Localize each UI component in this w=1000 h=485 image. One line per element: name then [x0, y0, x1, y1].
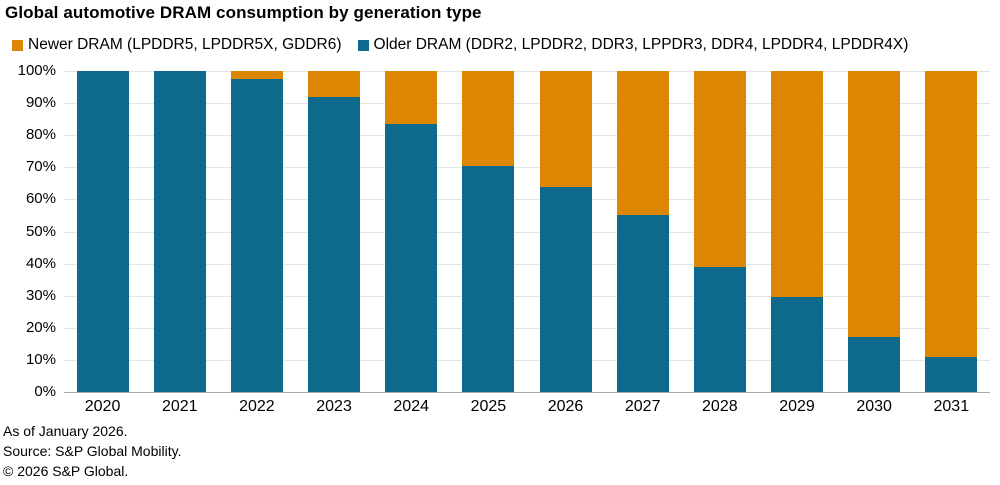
plot-wrap: 0% 10% 20% 30% 40% 50% 60% 70% 80% 90% 100%: [18, 62, 990, 400]
bar-segment-newer-dram: [925, 71, 978, 357]
bar-segment-older-dram: [462, 165, 515, 392]
legend-item-older-dram: Older DRAM (DDR2, LPDDR2, DDR3, LPPDR3, …: [357, 36, 909, 54]
bar-segment-older-dram: [848, 337, 901, 392]
bar-group-2020: [76, 71, 129, 392]
bar-segment-newer-dram: [230, 71, 283, 80]
footer-notes: As of January 2026. Source: S&P Global M…: [3, 421, 181, 481]
bar-segment-older-dram: [385, 123, 438, 392]
x-tick-label-2025: 2025: [470, 398, 507, 415]
gridline: [64, 327, 990, 329]
plot-area: 0% 10% 20% 30% 40% 50% 60% 70% 80% 90% 100%: [18, 62, 990, 400]
bar-segment-older-dram: [230, 79, 283, 392]
bar-group-2022: [230, 71, 283, 392]
bar-segment-newer-dram: [693, 71, 746, 267]
bar-segment-older-dram: [693, 266, 746, 392]
gridline: [64, 263, 990, 265]
x-tick-label-2031: 2031: [933, 398, 970, 415]
gridline: [64, 167, 990, 169]
bar-segment-newer-dram: [539, 71, 592, 187]
bar-segment-older-dram: [76, 71, 129, 392]
x-tick-label-2021: 2021: [161, 398, 198, 415]
legend-label-older-dram: Older DRAM (DDR2, LPDDR2, DDR3, LPPDR3, …: [373, 36, 909, 53]
bar-segment-older-dram: [925, 356, 978, 392]
gridline: [64, 135, 990, 137]
bar-segment-newer-dram: [308, 71, 361, 97]
y-tick-label: 80%: [25, 126, 56, 144]
y-tick-label: 40%: [25, 254, 56, 272]
gridline: [64, 295, 990, 297]
y-tick-label: 50%: [25, 222, 56, 240]
bar-group-2024: [385, 71, 438, 392]
x-tick-label-2027: 2027: [624, 398, 661, 415]
y-tick-label: 90%: [25, 94, 56, 112]
y-tick-label: 30%: [25, 286, 56, 304]
bar-segment-older-dram: [770, 297, 823, 392]
x-tick-label-2029: 2029: [779, 398, 815, 415]
bar-group-2026: [539, 71, 592, 392]
bar-group-2029: [770, 71, 823, 392]
bar-group-2030: [848, 71, 901, 392]
bar-group-2031: [925, 71, 978, 392]
gridline: [64, 71, 990, 72]
bar-segment-newer-dram: [462, 71, 515, 166]
bar-segment-newer-dram: [385, 71, 438, 124]
x-tick-label-2026: 2026: [547, 398, 584, 415]
older-dram-swatch-icon: [357, 39, 369, 51]
legend-item-newer-dram: Newer DRAM (LPDDR5, LPDDR5X, GDDR6): [12, 36, 342, 54]
bar-segment-newer-dram: [616, 71, 669, 216]
gridline: [64, 199, 990, 201]
x-tick-label-2023: 2023: [316, 398, 352, 415]
y-tick-label: 100%: [17, 62, 56, 79]
bar-segment-newer-dram: [848, 71, 901, 338]
y-tick-label: 60%: [25, 190, 56, 208]
y-tick-label: 10%: [25, 350, 56, 368]
bar-group-2027: [616, 71, 669, 392]
bar-group-2025: [462, 71, 515, 392]
y-tick-label: 20%: [25, 318, 56, 336]
bar-group-2021: [153, 71, 206, 392]
bar-segment-newer-dram: [770, 71, 823, 298]
x-tick-label-2030: 2030: [856, 398, 892, 415]
gridline: [64, 359, 990, 361]
footer-as-of: As of January 2026.: [3, 423, 128, 439]
bar-segment-older-dram: [308, 96, 361, 392]
y-tick-label: 0%: [34, 383, 56, 400]
y-tick-label: 70%: [25, 158, 56, 176]
x-tick-label-2020: 2020: [84, 398, 121, 415]
bar-segment-older-dram: [153, 71, 206, 392]
legend-label-newer-dram: Newer DRAM (LPDDR5, LPDDR5X, GDDR6): [28, 36, 342, 53]
x-axis-labels: 2020 2021 2022 2023 2024 2025 2026 2027 2028 2029…: [64, 398, 990, 416]
legend: Newer DRAM (LPDDR5, LPDDR5X, GDDR6) Olde…: [12, 36, 908, 54]
x-tick-label-2028: 2028: [702, 398, 738, 415]
footer-source: Source: S&P Global Mobility.: [3, 443, 182, 459]
footer-copyright: © 2026 S&P Global.: [3, 463, 129, 479]
chart-title: Global automotive DRAM consumption by ge…: [5, 3, 482, 22]
bars-row: [64, 71, 990, 392]
bar-segment-older-dram: [616, 215, 669, 392]
newer-dram-swatch-icon: [12, 39, 23, 51]
x-tick-label-2022: 2022: [239, 398, 275, 415]
x-tick-label-2024: 2024: [393, 398, 429, 415]
gridline: [64, 103, 990, 105]
gridline: [64, 231, 990, 233]
bar-segment-older-dram: [539, 186, 592, 392]
bar-group-2028: [693, 71, 746, 392]
bar-group-2023: [308, 71, 361, 392]
